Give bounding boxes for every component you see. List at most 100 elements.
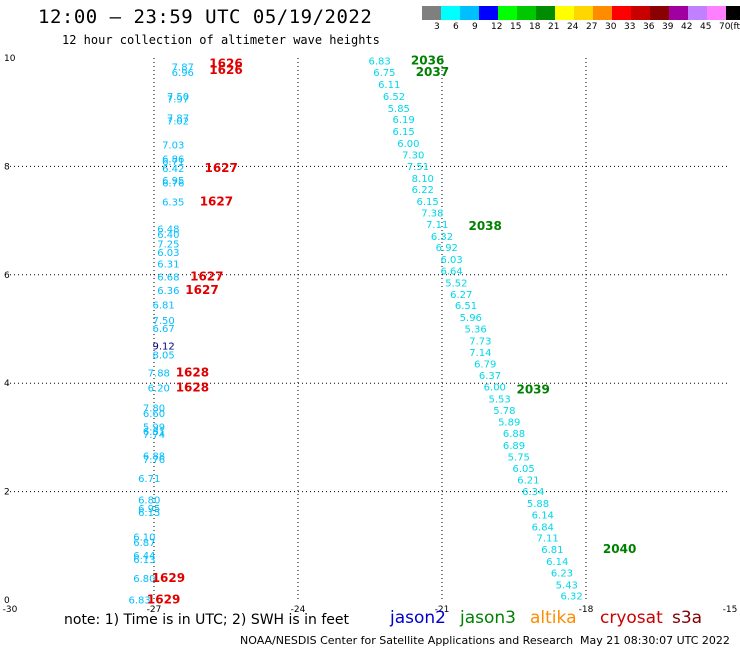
legend-swatch xyxy=(650,6,669,20)
swh-value-label: 7.02 xyxy=(167,116,189,127)
swh-value-label: 6.68 xyxy=(157,272,179,283)
legend-unit: (ft) xyxy=(730,22,740,32)
legend-swatch xyxy=(669,6,688,20)
swh-value-label: 7.25 xyxy=(157,239,179,250)
swh-value-label: 6.15 xyxy=(138,508,160,519)
swh-value-label: 6.51 xyxy=(455,301,477,312)
pass-time-label: 2038 xyxy=(468,219,501,233)
swh-value-label: 6.19 xyxy=(392,115,414,126)
swh-value-label: 9.12 xyxy=(152,341,174,352)
swh-value-label: 7.88 xyxy=(148,368,170,379)
chart-title: 12:00 – 23:59 UTC 05/19/2022 xyxy=(38,6,373,28)
y-tick-label: 4 xyxy=(4,379,10,389)
swh-value-label: 6.34 xyxy=(522,487,544,498)
swh-value-label: 8.10 xyxy=(412,174,434,185)
swh-value-label: 6.14 xyxy=(546,557,568,568)
swh-value-label: 6.64 xyxy=(440,266,462,277)
pass-time-label: 1627 xyxy=(200,195,233,209)
pass-time-label: 2040 xyxy=(603,542,636,556)
legend-swatch xyxy=(460,6,479,20)
legend-swatch xyxy=(688,6,707,20)
swh-value-label: 6.31 xyxy=(157,259,179,270)
plot-axes: -30 -27 -24 -21 -18 -15 0 2 4 6 8 10 xyxy=(3,54,738,615)
swh-value-label: 6.11 xyxy=(378,80,400,91)
swh-value-label: 6.89 xyxy=(503,441,525,452)
swh-value-label: 6.95 xyxy=(138,504,160,515)
swh-value-label: 6.20 xyxy=(148,384,170,395)
legend-label: 42 xyxy=(681,22,693,32)
legend-swatch xyxy=(422,6,441,20)
pass-time-label: 1627 xyxy=(204,161,237,175)
swh-value-label: 8.05 xyxy=(152,350,174,361)
swh-value-label: 6.60 xyxy=(143,409,165,420)
swh-value-label: 6.03 xyxy=(157,248,179,259)
legend-label: 30 xyxy=(605,22,617,32)
swh-value-label: 6.32 xyxy=(431,232,453,243)
swh-value-label: 6.81 xyxy=(541,545,563,556)
swh-value-label: 6.71 xyxy=(162,157,184,168)
swh-value-label: 7.03 xyxy=(162,141,184,152)
y-tick-label: 10 xyxy=(4,54,16,64)
legend-swatch xyxy=(555,6,574,20)
swh-value-label: 5.53 xyxy=(488,394,510,405)
swh-value-label: 6.96 xyxy=(172,68,194,79)
legend-label: 70 xyxy=(719,22,731,32)
swh-value-label: 6.10 xyxy=(133,533,155,544)
swh-value-label: 6.48 xyxy=(157,225,179,236)
credit-line: NOAA/NESDIS Center for Satellite Applica… xyxy=(240,634,574,647)
legend-swatch xyxy=(498,6,517,20)
chart-subtitle: 12 hour collection of altimeter wave hei… xyxy=(62,33,380,47)
swh-value-label: 5.43 xyxy=(556,580,578,591)
swh-value-label: 6.37 xyxy=(479,371,501,382)
pass-time-label: 2037 xyxy=(416,65,449,79)
swh-value-label: 6.52 xyxy=(383,92,405,103)
legend-label: 6 xyxy=(453,22,459,32)
legend-label: 24 xyxy=(567,22,579,32)
swh-value-label: 6.67 xyxy=(152,324,174,335)
swh-value-label: 7.73 xyxy=(469,336,491,347)
swh-value-label: 6.79 xyxy=(474,360,496,371)
swh-value-label: 6.14 xyxy=(532,510,554,521)
swh-value-label: 7.76 xyxy=(143,455,165,466)
swh-value-label: 6.44 xyxy=(133,551,155,562)
pass-time-label: 1628 xyxy=(176,365,209,379)
legend-swatch xyxy=(707,6,726,20)
generated-timestamp: May 21 08:30:07 UTC 2022 xyxy=(580,634,730,647)
pass-time-label: 1629 xyxy=(152,571,185,585)
footer-note: note: 1) Time is in UTC; 2) SWH is in fe… xyxy=(64,612,350,628)
pass-time-label: 2039 xyxy=(516,383,549,397)
legend-label: 36 xyxy=(643,22,655,32)
swh-value-label: 6.80 xyxy=(138,496,160,507)
x-tick-label: -21 xyxy=(435,605,450,615)
y-tick-label: 2 xyxy=(4,488,10,498)
satellite-jason3: jason3 xyxy=(460,608,516,628)
legend-swatch xyxy=(726,6,740,20)
swh-value-label: 6.00 xyxy=(484,382,506,393)
swh-value-label: 6.88 xyxy=(503,429,525,440)
swh-value-label: 6.32 xyxy=(560,592,582,603)
swh-value-label: 6.23 xyxy=(551,568,573,579)
x-tick-label: -18 xyxy=(579,605,594,615)
swh-value-label: 7.11 xyxy=(536,534,558,545)
swh-value-label: 6.75 xyxy=(373,68,395,79)
swh-value-label: 7.14 xyxy=(469,348,491,359)
swh-value-label: 5.85 xyxy=(388,104,410,115)
swh-value-label: 6.87 xyxy=(133,538,155,549)
swh-value-label: 6.86 xyxy=(162,154,184,165)
pass-time-label: 1629 xyxy=(147,592,180,606)
y-tick-label: 6 xyxy=(4,271,10,281)
swh-value-label: 6.03 xyxy=(440,255,462,266)
swh-value-label: 6.83 xyxy=(368,57,390,68)
swh-value-label: 7.97 xyxy=(167,95,189,106)
legend-swatch xyxy=(536,6,555,20)
x-tick-label: -15 xyxy=(723,605,738,615)
legend-swatch xyxy=(479,6,498,20)
swh-value-label: 6.42 xyxy=(162,164,184,175)
swh-value-label: 6.15 xyxy=(416,197,438,208)
pass-time-label: 1627 xyxy=(185,283,218,297)
pass-time-label: 1627 xyxy=(190,269,223,283)
legend-swatch xyxy=(574,6,593,20)
swh-value-label: 6.83 xyxy=(128,595,150,606)
legend-label: 21 xyxy=(548,22,560,32)
